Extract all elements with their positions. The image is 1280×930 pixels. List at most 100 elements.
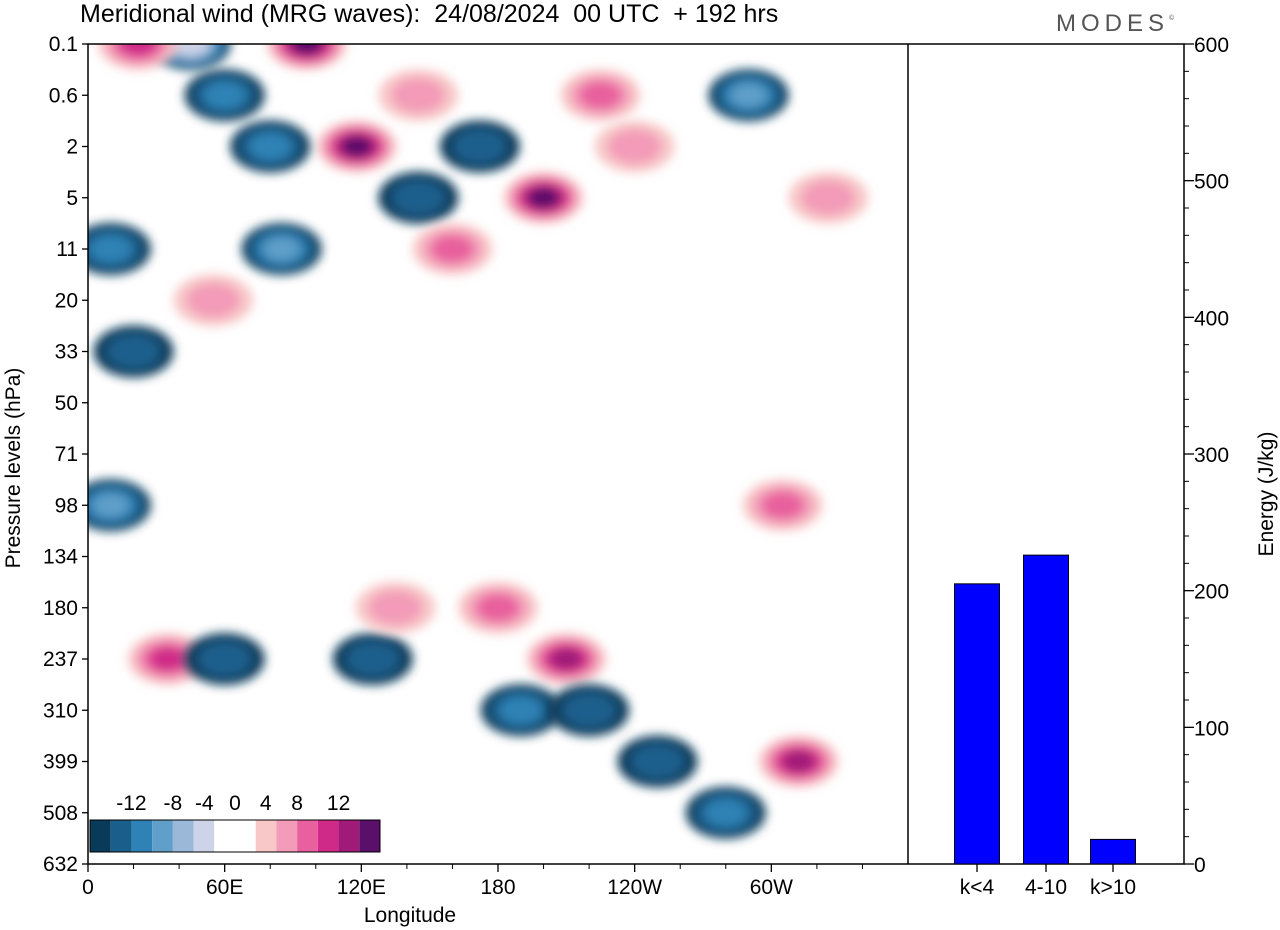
- colorbar: -12 -8 -4 0 4 8 12: [89, 792, 381, 853]
- y-tick-label: 180: [43, 597, 78, 620]
- y-tick-label: 50: [55, 392, 78, 415]
- colorbar-swatch: [193, 820, 215, 852]
- colorbar-label: -12: [116, 792, 146, 815]
- y-axis-label: Pressure levels (hPa): [2, 368, 25, 569]
- heatmap-cell: [98, 44, 179, 70]
- heatmap-cell: [708, 69, 789, 122]
- heatmap-contour: [499, 696, 542, 725]
- heatmap-cell: [355, 581, 436, 634]
- heatmap-cell: [617, 735, 698, 788]
- colorbar-swatch: [131, 820, 153, 852]
- heatmap-plot: [88, 44, 908, 864]
- heatmap-contour: [342, 137, 372, 156]
- heatmap-contour: [704, 798, 747, 827]
- heatmap-contour: [186, 282, 241, 318]
- heatmap-contour: [391, 77, 446, 113]
- heatmap-contour: [368, 590, 423, 626]
- bar-category-label: k<4: [960, 876, 995, 899]
- y-tick-label: 632: [43, 853, 78, 876]
- colorbar-label: 8: [291, 792, 303, 815]
- heatmap-contour: [263, 237, 300, 261]
- heatmap-contour: [607, 128, 662, 165]
- brand-name: MODES: [1056, 10, 1170, 37]
- heatmap-cell: [758, 735, 839, 788]
- colorbar-label: -8: [164, 792, 183, 815]
- heatmap-cell: [503, 171, 584, 224]
- heatmap-contour: [730, 83, 767, 107]
- heatmap-contour: [630, 743, 685, 780]
- colorbar-swatch: [235, 820, 256, 852]
- colorbar-swatch: [338, 820, 360, 852]
- energy-bar: [1023, 554, 1069, 865]
- heatmap-contour: [89, 235, 132, 263]
- y-tick-label: 0.6: [49, 84, 78, 107]
- colorbar-swatch: [276, 820, 298, 852]
- heatmap-cell: [241, 223, 322, 275]
- colorbar-swatch: [255, 820, 277, 852]
- heatmap-contour: [249, 132, 292, 161]
- heatmap-axes: 0.1 0.6 2 5 11 20 33 50 71 98 134 180 237 310 399 508 63…: [2, 33, 863, 927]
- energy-bar: [954, 583, 1000, 865]
- heatmap-contour: [120, 44, 156, 56]
- energy-tick-label: 500: [1194, 171, 1229, 194]
- y-tick-label: 33: [55, 341, 78, 364]
- y-tick-label: 11: [56, 238, 78, 261]
- heatmap-cell: [378, 171, 459, 224]
- y-tick-label: 310: [43, 699, 78, 722]
- heatmap-contour: [106, 333, 161, 370]
- colorbar-swatch: [110, 820, 132, 852]
- x-tick-label: 60E: [206, 876, 243, 899]
- x-axis-label: Longitude: [364, 904, 456, 927]
- x-tick-label: 60W: [750, 876, 793, 899]
- heatmap-contour: [92, 493, 129, 517]
- energy-tick-label: 200: [1194, 581, 1229, 604]
- heatmap-contour: [197, 641, 252, 677]
- heatmap-cell: [184, 69, 265, 122]
- heatmap-contour: [149, 647, 186, 671]
- x-tick-label: 180: [480, 876, 515, 899]
- energy-tick-label: 100: [1194, 717, 1229, 740]
- heatmap-cell: [184, 633, 265, 685]
- colorbar-swatch: [317, 820, 339, 852]
- y-tick-label: 134: [43, 546, 78, 569]
- colorbar-label: 4: [260, 792, 272, 815]
- energy-bar-chart: k<4 4-10 k>10 0 100 200 300 400 500 600 Energy (J/…: [954, 34, 1278, 899]
- heatmap-cell: [412, 223, 493, 275]
- y-tick-label: 2: [66, 136, 78, 159]
- heatmap-cell: [378, 69, 459, 122]
- heatmap-cell: [788, 171, 869, 224]
- heatmap-cell: [93, 325, 174, 378]
- colorbar-label: 12: [327, 792, 350, 815]
- colorbar-border: [89, 819, 381, 853]
- heatmap-contour: [579, 81, 622, 110]
- heatmap-contour: [391, 180, 446, 216]
- heatmap-contour: [452, 128, 507, 165]
- heatmap-cell: [480, 684, 561, 737]
- heatmap-contour: [476, 593, 520, 622]
- energy-tick-label: 600: [1194, 34, 1229, 57]
- x-tick-label: 0: [82, 876, 94, 899]
- heatmap-contour: [431, 235, 474, 263]
- heatmap-cell: [316, 120, 397, 173]
- y-tick-label: 98: [55, 494, 78, 517]
- heatmap-cell: [332, 633, 413, 685]
- energy-axis-label: Energy (J/kg): [1255, 432, 1278, 557]
- heatmap-cell: [88, 223, 151, 275]
- y-tick-label: 508: [43, 802, 78, 825]
- heatmap-cell: [127, 633, 208, 685]
- heatmap-contour: [782, 751, 815, 772]
- heatmap-cell: [88, 479, 151, 532]
- heatmap-cell: [173, 274, 254, 327]
- heatmap-contour: [177, 44, 204, 53]
- colorbar-swatch: [152, 820, 173, 852]
- heatmap-cell: [549, 684, 630, 737]
- energy-tick-label: 300: [1194, 444, 1229, 467]
- heatmap-cell: [594, 120, 675, 173]
- brand-logo: MODES©: [1056, 10, 1174, 38]
- energy-tick-label: 0: [1194, 854, 1206, 877]
- colorbar-swatch: [172, 820, 194, 852]
- y-tick-label: 237: [43, 648, 78, 671]
- energy-tick-label: 400: [1194, 307, 1229, 330]
- y-tick-label: 5: [66, 187, 78, 210]
